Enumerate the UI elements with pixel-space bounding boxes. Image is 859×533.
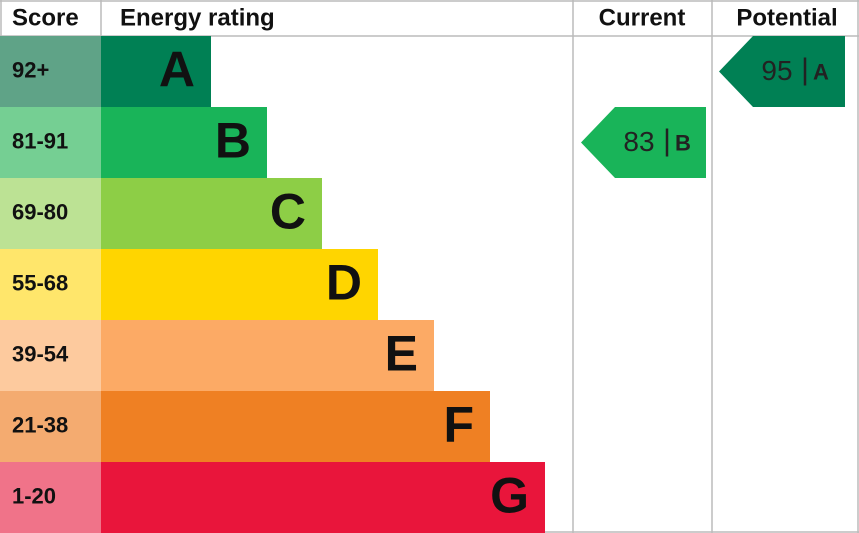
score-range: 92+ [12, 57, 49, 82]
score-cell [0, 249, 101, 320]
rating-bar [101, 178, 322, 249]
score-cell [0, 391, 101, 462]
rating-bar [101, 462, 545, 533]
header-current: Current [599, 4, 686, 31]
score-range: 1-20 [12, 483, 56, 508]
current-arrow [581, 107, 706, 178]
score-cell [0, 462, 101, 533]
rating-letter: F [443, 397, 474, 453]
score-range: 21-38 [12, 412, 68, 437]
potential-value: 95 [761, 55, 792, 86]
score-range: 39-54 [12, 341, 69, 366]
rating-bar [101, 107, 267, 178]
header-potential: Potential [736, 4, 837, 31]
score-range: 69-80 [12, 199, 68, 224]
score-range: 55-68 [12, 270, 68, 295]
rating-letter: D [326, 255, 362, 311]
current-letter: B [675, 130, 691, 155]
score-cell [0, 320, 101, 391]
rating-letter: C [270, 184, 306, 240]
rating-bar [101, 391, 490, 462]
potential-letter: A [813, 59, 829, 84]
potential-arrow [719, 36, 845, 107]
current-value: 83 [623, 126, 654, 157]
header-score: Score [12, 4, 79, 31]
score-cell [0, 107, 101, 178]
score-cell [0, 178, 101, 249]
rating-letter: G [490, 468, 529, 524]
rating-letter: E [385, 326, 418, 382]
rating-bar [101, 36, 211, 107]
header-rating: Energy rating [120, 4, 275, 31]
rating-letter: B [215, 113, 251, 169]
score-cell [0, 36, 101, 107]
rating-bar [101, 320, 434, 391]
rating-bar [101, 249, 378, 320]
score-range: 81-91 [12, 128, 68, 153]
rating-letter: A [159, 42, 195, 98]
